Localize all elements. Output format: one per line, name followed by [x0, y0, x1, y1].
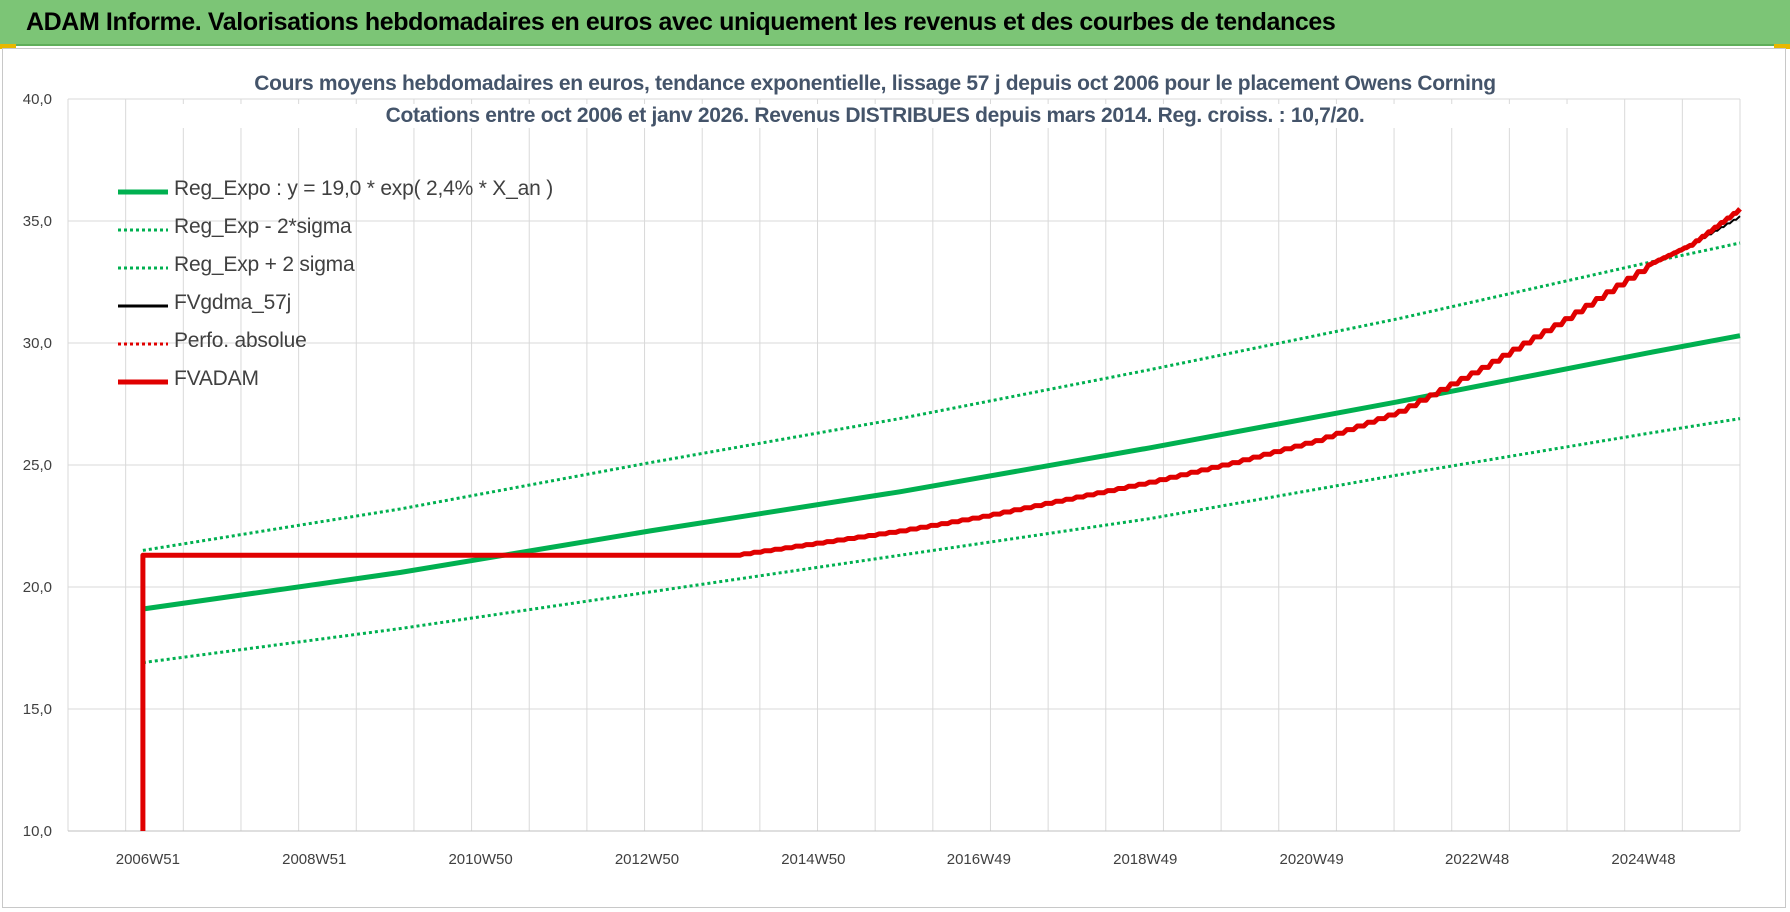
legend-label: Perfo. absolue: [174, 329, 307, 352]
chart-frame: [2, 48, 1786, 908]
legend-swatch: [118, 228, 168, 232]
y-tick-label: 15,0: [23, 701, 52, 718]
y-tick-label: 25,0: [23, 457, 52, 474]
x-tick-label: 2006W51: [116, 851, 180, 868]
chart-subtitle: Cotations entre oct 2006 et janv 2026. R…: [140, 104, 1610, 128]
x-tick-label: 2020W49: [1279, 851, 1343, 868]
legend-label: Reg_Expo : y = 19,0 * exp( 2,4% * X_an ): [174, 177, 553, 200]
series-line-regexpo: [142, 333, 1741, 612]
series-line-fvadam: [140, 207, 1742, 831]
x-tick-label: 2018W49: [1113, 851, 1177, 868]
y-tick-label: 40,0: [23, 91, 52, 108]
y-tick-label: 30,0: [23, 335, 52, 352]
x-tick-label: 2024W48: [1611, 851, 1675, 868]
x-tick-label: 2012W50: [615, 851, 679, 868]
x-tick-label: 2022W48: [1445, 851, 1509, 868]
legend-label: Reg_Exp - 2*sigma: [174, 215, 352, 238]
y-tick-label: 10,0: [23, 823, 52, 840]
report-title: ADAM Informe. Valorisations hebdomadaire…: [26, 8, 1336, 36]
corner-mark-left: [0, 44, 16, 49]
series-line-regexp: [142, 417, 1741, 665]
x-tick-label: 2014W50: [781, 851, 845, 868]
report-banner: ADAM Informe. Valorisations hebdomadaire…: [0, 0, 1790, 46]
legend-label: FVADAM: [174, 367, 259, 390]
legend-swatch: [118, 189, 168, 195]
legend-swatch: [118, 379, 168, 385]
corner-mark-right: [1774, 44, 1790, 49]
legend-swatch: [118, 342, 168, 346]
y-tick-label: 35,0: [23, 213, 52, 230]
legend-label: Reg_Exp + 2 sigma: [174, 253, 355, 276]
legend-swatch: [118, 266, 168, 270]
legend-swatch: [118, 304, 168, 308]
series-line-regexp: [142, 241, 1741, 552]
x-tick-label: 2008W51: [282, 851, 346, 868]
chart-title: Cours moyens hebdomadaires en euros, ten…: [140, 72, 1610, 96]
legend-label: FVgdma_57j: [174, 291, 292, 314]
series-line-fvgdma57j: [142, 215, 1741, 557]
x-tick-label: 2016W49: [947, 851, 1011, 868]
x-tick-label: 2010W50: [448, 851, 512, 868]
y-tick-label: 20,0: [23, 579, 52, 596]
